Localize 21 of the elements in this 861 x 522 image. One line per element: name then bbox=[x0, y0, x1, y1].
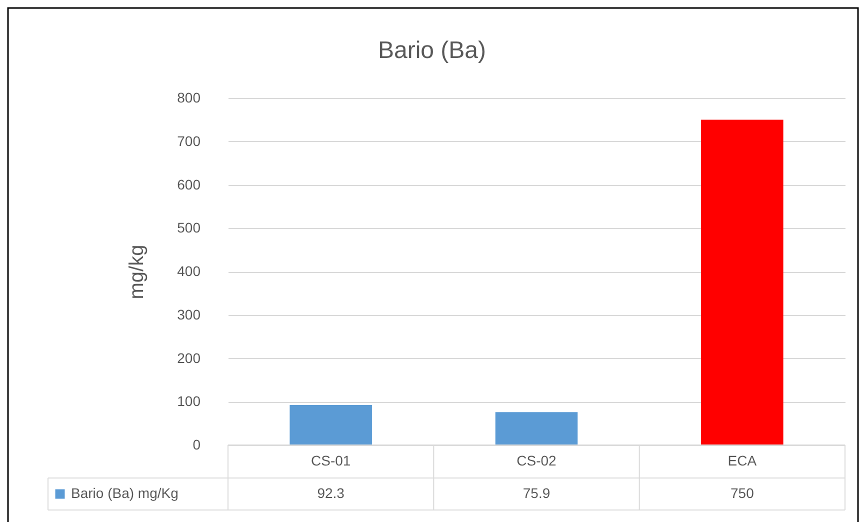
bar bbox=[290, 404, 372, 445]
data-label: 92.3 bbox=[317, 485, 345, 501]
x-tick-label: ECA bbox=[728, 452, 758, 468]
x-tick-label: CS-01 bbox=[310, 452, 351, 468]
bar bbox=[701, 120, 784, 445]
y-tick-label: 400 bbox=[177, 263, 201, 279]
y-tick-label: 300 bbox=[177, 306, 201, 322]
y-tick-label: 700 bbox=[177, 132, 201, 149]
y-tick-label: 600 bbox=[177, 176, 201, 192]
y-tick-label: 100 bbox=[177, 393, 201, 410]
y-tick-label: 800 bbox=[177, 90, 201, 106]
y-axis-title: mg/kg bbox=[126, 244, 148, 300]
y-tick-label: 0 bbox=[192, 436, 201, 452]
bar bbox=[495, 412, 578, 445]
data-label: 75.9 bbox=[522, 485, 550, 501]
y-tick-label: 500 bbox=[177, 220, 201, 236]
legend-label: Bario (Ba) mg/Kg bbox=[71, 485, 178, 501]
y-tick-label: 200 bbox=[177, 350, 201, 366]
chart-title: Bario (Ba) bbox=[378, 37, 486, 64]
data-label: 750 bbox=[730, 485, 754, 501]
x-tick-label: CS-02 bbox=[516, 452, 557, 468]
